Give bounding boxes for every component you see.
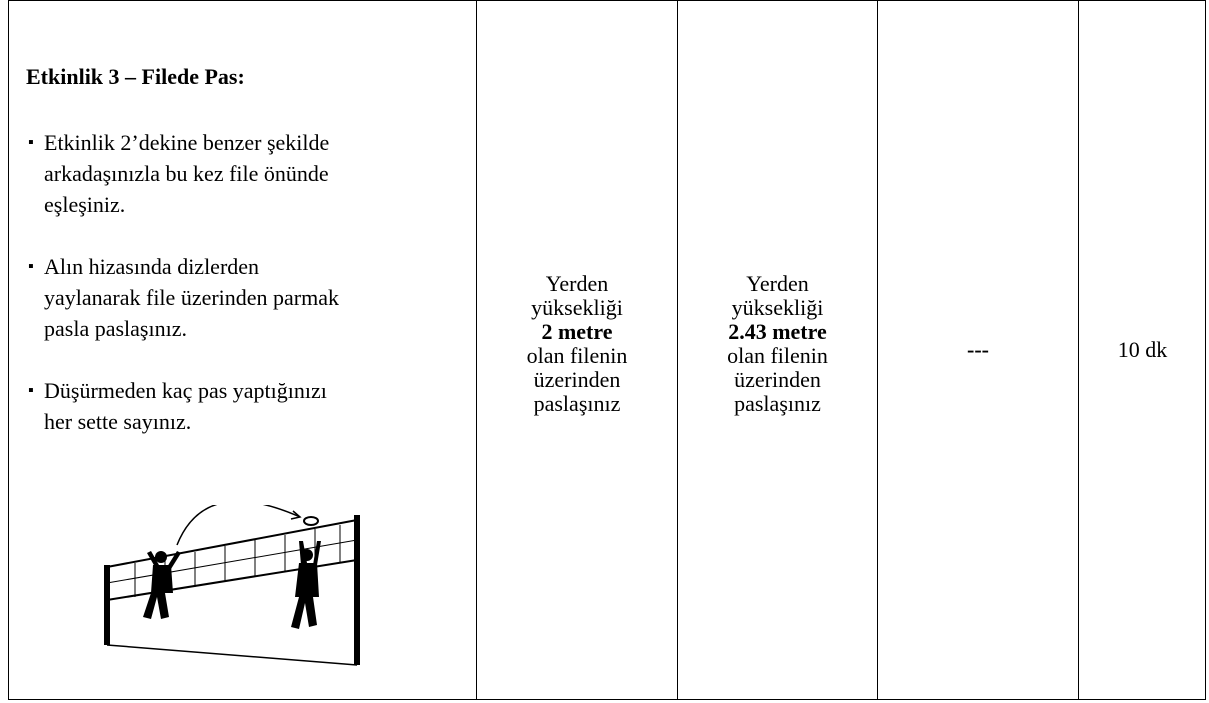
level-cell: Yerden yüksekliği 2 metre olan filenin üzeri… — [477, 0, 677, 693]
level-cell: --- — [878, 0, 1078, 699]
cell-line: yüksekliği — [731, 294, 824, 320]
table-border — [8, 0, 1206, 700]
bullet-item: Etkinlik 2’dekine benzer şekilde arkadaşı… — [28, 127, 468, 220]
cell-line: olan filenin — [526, 342, 628, 368]
level-3-text: --- — [967, 336, 989, 362]
bullet-line: Alın hizasında dizlerden — [44, 254, 260, 279]
cell-bold-line: 2.43 metre — [728, 318, 827, 344]
bullet-item: Düşürmeden kaç pas yaptığınızı her sette … — [28, 375, 468, 437]
cell-line: paslaşınız — [734, 390, 821, 416]
duration-text: 10 dk — [1117, 336, 1168, 362]
column-divider — [1078, 0, 1079, 699]
cell-line: üzerinden — [734, 366, 821, 392]
cell-line: Yerden — [746, 270, 809, 296]
bullet-line: pasla paslaşınız. — [44, 316, 187, 341]
volleyball-illustration — [104, 505, 360, 666]
cell-line: paslaşınız — [533, 390, 621, 416]
duration-cell: 10 dk — [1079, 0, 1206, 699]
cell-line: olan filenin — [727, 342, 828, 368]
cell-line: Yerden — [545, 270, 609, 296]
level-cell: Yerden yüksekliği 2.43 metre olan filenin üz… — [678, 0, 877, 693]
activity-title: Etkinlik 3 – Filede Pas: — [26, 64, 245, 89]
bullet-line: her sette sayınız. — [44, 409, 192, 434]
bullet-line: arkadaşınızla bu kez file önünde — [44, 161, 329, 186]
bullet-line: eşleşiniz. — [44, 192, 126, 217]
bullet-item: Alın hizasında dizlerden yaylanarak file … — [28, 251, 468, 344]
bullet-line: Düşürmeden kaç pas yaptığınızı — [44, 378, 327, 403]
bullet-line: yaylanarak file üzerinden parmak — [44, 285, 340, 310]
cell-bold-line: 2 metre — [541, 318, 613, 344]
column-divider — [877, 0, 878, 699]
bullet-line: Etkinlik 2’dekine benzer şekilde — [44, 130, 330, 155]
column-divider — [677, 0, 678, 699]
column-divider — [476, 0, 477, 699]
cell-line: üzerinden — [533, 366, 621, 392]
cell-line: yüksekliği — [531, 294, 623, 320]
